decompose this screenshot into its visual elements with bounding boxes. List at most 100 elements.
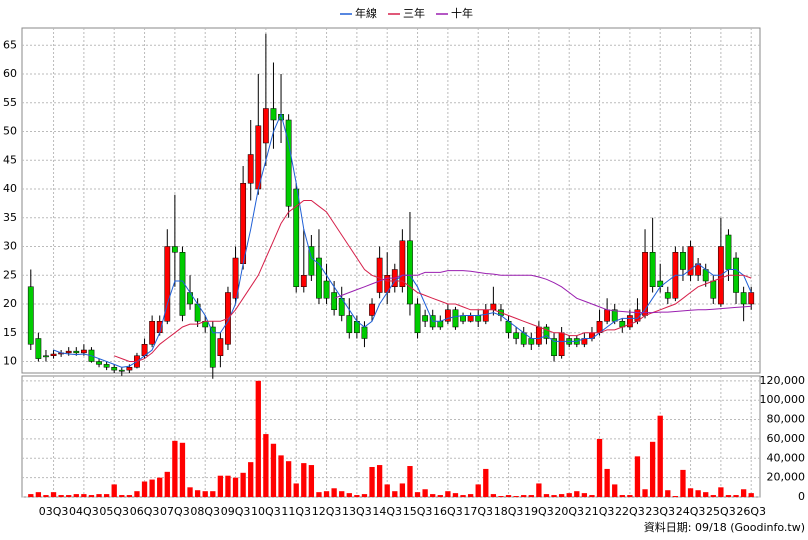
volume-bar	[475, 484, 481, 497]
x-tick-label: 11Q3	[281, 505, 311, 518]
volume-bar	[551, 495, 557, 497]
candle-body	[255, 125, 262, 190]
price-frame	[21, 27, 761, 374]
candle-body	[262, 108, 269, 144]
volume-bar	[627, 495, 633, 497]
volume-bar	[513, 496, 519, 497]
volume-bar	[445, 491, 451, 497]
volume-bar	[331, 488, 337, 497]
y2-tick-label: 60,000	[767, 432, 806, 445]
volume-bar	[558, 494, 565, 497]
ma-line	[114, 200, 752, 362]
candle-body	[551, 338, 557, 356]
candle-body	[626, 315, 633, 328]
x-tick-label: 25Q3	[706, 505, 736, 518]
volume-bar	[725, 495, 732, 497]
candle-body	[27, 286, 34, 345]
candle-body	[452, 309, 459, 328]
y2-tick-label: 40,000	[767, 451, 806, 464]
candle-body	[308, 246, 315, 276]
volume-bar	[232, 477, 239, 497]
candle-body	[558, 332, 565, 356]
volume-bar	[521, 495, 527, 497]
volume-bar	[81, 494, 87, 497]
candle-body	[414, 303, 421, 333]
volume-bar	[543, 494, 550, 497]
volume-bar	[581, 493, 588, 497]
volume-bar	[50, 492, 57, 497]
volume-bar	[263, 434, 269, 497]
volume-bar	[285, 461, 292, 497]
volume-bar	[596, 438, 603, 497]
candle-body	[513, 332, 520, 339]
volume-bar	[657, 415, 663, 497]
candle-body	[209, 326, 216, 368]
volume-bar	[35, 492, 42, 497]
volume-bar	[505, 495, 512, 497]
volume-bar	[88, 495, 95, 497]
volume-bar	[111, 484, 117, 497]
candle-body	[490, 303, 497, 310]
y2-tick-label: 100,000	[760, 393, 806, 406]
volume-bar	[179, 442, 186, 497]
x-tick-label: 20Q3	[554, 505, 584, 518]
volume-bar	[141, 481, 148, 497]
candle-body	[369, 303, 375, 316]
volume-bar	[202, 491, 208, 497]
x-tick-label: 05Q3	[99, 505, 129, 518]
volume-bar	[66, 495, 72, 497]
volume-bar	[293, 483, 299, 497]
candle-body	[543, 326, 550, 339]
volume-bar	[392, 491, 398, 497]
volume-bar	[346, 493, 352, 497]
volume-bar	[270, 443, 277, 497]
volume-bar	[28, 494, 34, 497]
volume-bar	[672, 496, 679, 497]
y2-tick-label: 80,000	[767, 413, 806, 426]
volume-bar	[187, 487, 193, 497]
legend-label: 三年	[403, 6, 425, 20]
candle-body	[80, 349, 87, 354]
candle-body	[187, 292, 193, 305]
x-tick-label: 24Q3	[676, 505, 706, 518]
volume-bar	[740, 489, 747, 497]
candle-body	[270, 108, 277, 121]
volume-bar	[157, 477, 163, 497]
legend-label: 年線	[355, 6, 377, 20]
volume-bar	[680, 469, 686, 497]
x-tick-label: 10Q3	[251, 505, 281, 518]
y-tick-label: 65	[3, 38, 17, 51]
candle-body	[103, 364, 110, 368]
volume-bar	[733, 495, 739, 497]
y-tick-label: 35	[3, 211, 17, 224]
x-tick-label: 03Q3	[39, 505, 69, 518]
volume-bar	[498, 496, 504, 497]
x-tick-label: 22Q3	[615, 505, 645, 518]
volume-bar	[703, 492, 709, 497]
volume-bar	[339, 491, 345, 497]
volume-bar	[376, 465, 383, 497]
candle-body	[376, 257, 383, 293]
x-tick-label: 21Q3	[585, 505, 615, 518]
candle-body	[664, 292, 671, 299]
candle-body	[247, 154, 254, 184]
candle-body	[422, 315, 429, 322]
candle-body	[111, 367, 118, 371]
candle-body	[35, 338, 42, 359]
volume-bar	[384, 484, 390, 497]
candle-body	[687, 246, 694, 276]
y-tick-label: 10	[3, 355, 17, 368]
volume-bar	[566, 493, 572, 497]
x-tick-label: 18Q3	[494, 505, 524, 518]
volume-bar	[695, 490, 701, 497]
candle-body	[323, 280, 330, 299]
volume-bar	[240, 472, 246, 497]
volume-bar	[301, 463, 307, 497]
volume-bar	[536, 483, 542, 497]
volume-bar	[308, 465, 315, 497]
volume-bar	[748, 493, 754, 497]
volume-bar	[248, 462, 254, 497]
volume-bar	[460, 495, 466, 497]
volume-bar	[164, 471, 170, 497]
ma-line	[333, 270, 752, 314]
